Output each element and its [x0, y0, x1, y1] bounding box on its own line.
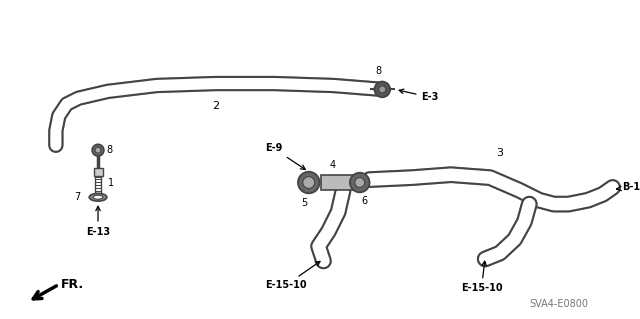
Text: 3: 3 [497, 148, 504, 158]
FancyBboxPatch shape [321, 175, 358, 190]
Text: 7: 7 [74, 192, 81, 202]
Text: B-1: B-1 [616, 182, 640, 192]
Text: 6: 6 [362, 196, 368, 206]
Text: SVA4-E0800: SVA4-E0800 [529, 299, 588, 309]
Text: FR.: FR. [61, 278, 84, 291]
Ellipse shape [93, 195, 103, 199]
Circle shape [92, 144, 104, 156]
Text: E-15-10: E-15-10 [265, 261, 320, 291]
Text: 4: 4 [329, 160, 335, 170]
Text: 8: 8 [375, 66, 381, 76]
Text: E-3: E-3 [399, 89, 439, 102]
Circle shape [303, 177, 315, 189]
Circle shape [298, 172, 319, 193]
Circle shape [379, 86, 386, 93]
Text: 5: 5 [301, 198, 307, 208]
Circle shape [350, 173, 369, 192]
Text: E-15-10: E-15-10 [461, 261, 502, 293]
Circle shape [355, 178, 365, 188]
Circle shape [95, 147, 101, 153]
Text: 2: 2 [212, 101, 220, 111]
Text: E-13: E-13 [86, 206, 110, 237]
Text: 1: 1 [108, 178, 114, 188]
Text: E-9: E-9 [265, 143, 305, 169]
Circle shape [374, 82, 390, 97]
Ellipse shape [89, 193, 107, 201]
Text: 8: 8 [107, 145, 113, 155]
FancyBboxPatch shape [94, 168, 103, 176]
